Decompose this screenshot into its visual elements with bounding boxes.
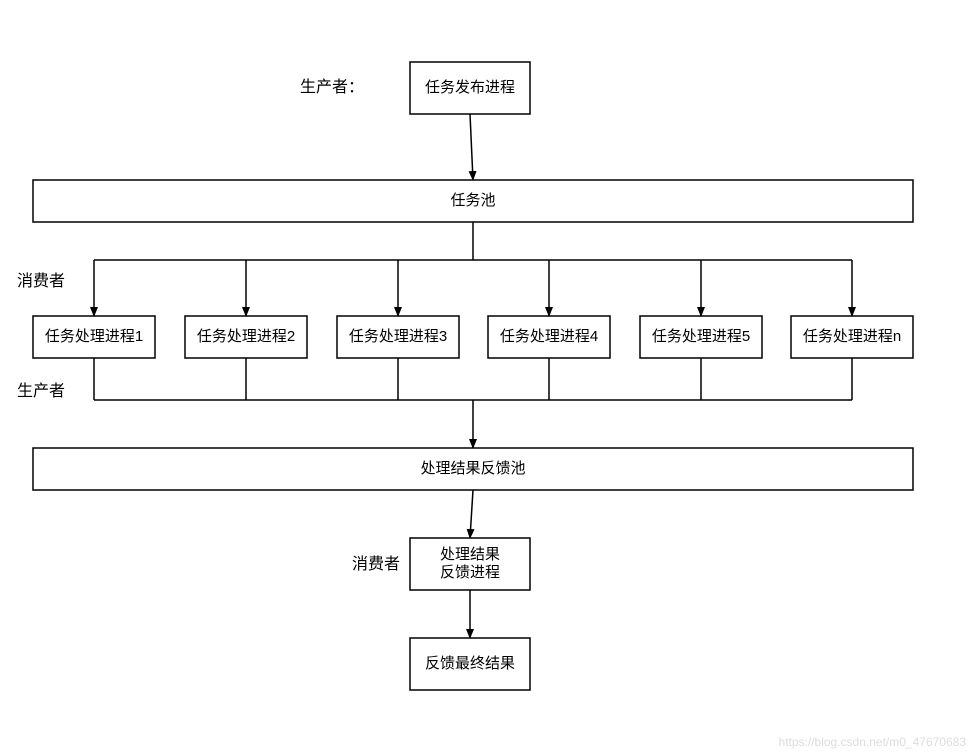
edge-publish-taskpool <box>470 114 473 180</box>
node-worker3-label: 任务处理进程3 <box>349 328 447 345</box>
label-consumer_bottom: 消费者 <box>352 555 400 573</box>
node-feedback-label: 反馈进程 <box>440 564 500 581</box>
label-producer_mid: 生产者 <box>17 382 65 400</box>
nodes-layer: 任务发布进程任务池任务处理进程1 任务处理进程2 任务处理进程3 任务处理进程4 任务处… <box>33 62 913 690</box>
node-publish-label: 任务发布进程 <box>425 79 515 96</box>
node-worker1-label: 任务处理进程1 <box>45 328 143 345</box>
label-producer_top: 生产者： <box>300 78 364 96</box>
watermark-text: https://blog.csdn.net/m0_47670683 <box>779 735 967 749</box>
node-final-label: 反馈最终结果 <box>425 655 515 672</box>
node-feedback-label: 处理结果 <box>440 546 500 563</box>
label-consumer_mid: 消费者 <box>17 272 65 290</box>
node-resultpool-label: 处理结果反馈池 <box>420 460 525 477</box>
edge-resultpool-feedback <box>470 490 473 538</box>
flowchart-diagram: 任务发布进程任务池任务处理进程1 任务处理进程2 任务处理进程3 任务处理进程4 任务处… <box>0 0 974 754</box>
node-worker4-label: 任务处理进程4 <box>500 328 598 345</box>
node-taskpool-label: 任务池 <box>450 192 495 209</box>
node-workern-label: 任务处理进程n <box>803 328 901 345</box>
node-worker5-label: 任务处理进程5 <box>652 328 750 345</box>
node-worker2-label: 任务处理进程2 <box>197 328 295 345</box>
